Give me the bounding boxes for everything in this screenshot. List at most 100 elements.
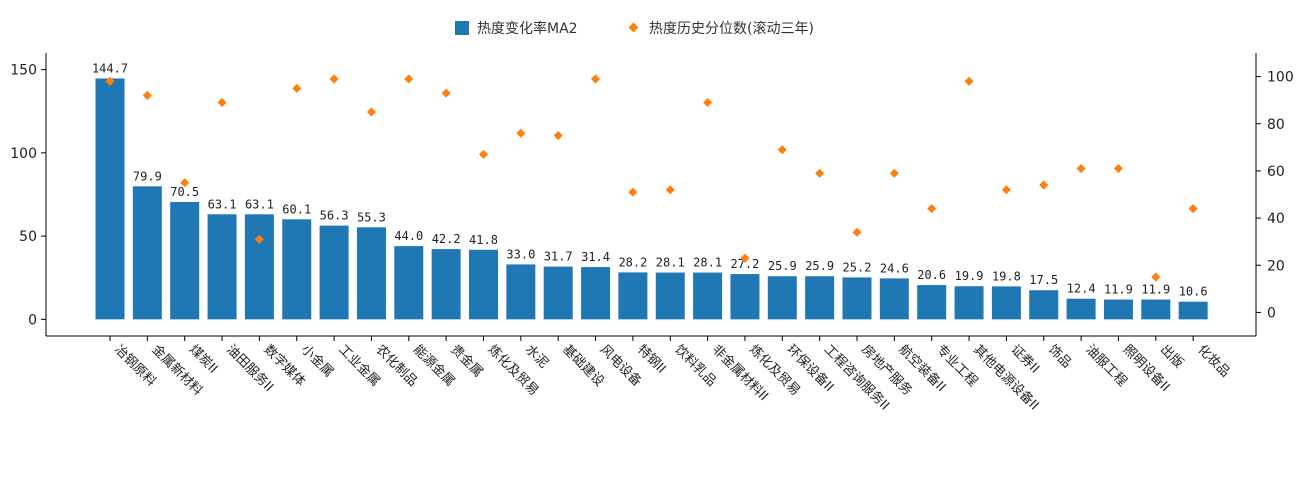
bar-value-label: 79.9 [133, 169, 162, 183]
category-label: 煤炭II [186, 342, 220, 376]
scatter-point [366, 107, 376, 117]
bar [543, 266, 573, 320]
bar [730, 274, 760, 320]
bar [655, 272, 685, 320]
category-label: 特钢II [634, 342, 668, 376]
scatter-point [927, 204, 937, 214]
legend-scatter-swatch [628, 22, 639, 33]
legend: 热度变化率MA2 热度历史分位数(滚动三年) [455, 20, 814, 37]
right-tick-label: 0 [1267, 305, 1276, 321]
bar [207, 214, 237, 320]
bar [95, 78, 125, 320]
bar-value-label: 28.1 [656, 256, 685, 270]
legend-bar-swatch [455, 21, 469, 35]
bar-value-label: 31.4 [581, 250, 610, 264]
right-tick-label: 100 [1267, 70, 1294, 86]
scatter-point [404, 74, 414, 84]
bar-value-label: 31.7 [544, 250, 573, 264]
bar [132, 186, 162, 320]
scatter-point [1039, 180, 1049, 190]
bar [917, 285, 947, 320]
bar [469, 249, 498, 320]
scatter-point [553, 131, 563, 141]
scatter-point [1001, 185, 1011, 195]
scatter-point [740, 253, 750, 263]
bar [1066, 298, 1096, 320]
bar [356, 227, 386, 320]
bar-value-label: 11.9 [1141, 283, 1170, 297]
bar-value-label: 17.5 [1029, 273, 1058, 287]
bar-value-label: 63.1 [208, 197, 237, 211]
bar [1178, 301, 1208, 320]
bar [282, 219, 312, 320]
category-label: 化妆品 [1194, 342, 1232, 380]
bar-value-label: 25.2 [843, 260, 872, 274]
bar-value-label: 19.9 [955, 269, 984, 283]
bar-value-label: 42.2 [432, 232, 461, 246]
scatter-point [254, 234, 264, 244]
category-label: 工程咨询服务II [821, 342, 893, 414]
bar-value-label: 144.7 [92, 61, 128, 75]
right-tick-label: 80 [1267, 117, 1285, 133]
scatter-point [516, 128, 526, 138]
value-labels-layer: 144.7 79.9 70.5 63.1 63.1 60.1 56.3 55.3 44.0 42.… [92, 61, 1208, 298]
category-label: 证券II [1008, 342, 1043, 377]
bar [1141, 299, 1171, 320]
bar [991, 286, 1021, 320]
scatter-point [180, 178, 190, 188]
bar-value-label: 56.3 [320, 209, 349, 223]
left-tick-label: 100 [10, 146, 37, 162]
left-tick-label: 50 [19, 229, 37, 245]
right-tick-label: 40 [1267, 211, 1285, 227]
bar-value-label: 10.6 [1179, 285, 1208, 299]
bars-layer [95, 78, 1208, 320]
scatter-point [852, 227, 862, 237]
bar-value-label: 70.5 [170, 185, 199, 199]
scatter-point [815, 168, 825, 178]
scatter-point [1188, 204, 1198, 214]
bar [618, 272, 648, 320]
scatter-point [1076, 164, 1086, 174]
bar [693, 272, 723, 320]
bar [319, 225, 349, 320]
bar [842, 277, 872, 320]
bar-value-label: 19.8 [992, 269, 1021, 283]
bar [506, 264, 536, 320]
scatter-point [591, 74, 601, 84]
bar [394, 246, 424, 320]
category-label: 饰品 [1045, 342, 1074, 371]
left-tick-label: 0 [28, 312, 37, 328]
scatter-point [441, 88, 451, 98]
bar [244, 214, 274, 320]
bar [431, 249, 461, 320]
scatter-point [142, 90, 152, 100]
scatter-point [964, 76, 974, 86]
bar [1103, 299, 1133, 320]
right-tick-label: 60 [1267, 164, 1285, 180]
scatter-point [665, 185, 675, 195]
scatter-point [628, 187, 638, 197]
legend-scatter-label: 热度历史分位数(滚动三年) [649, 20, 814, 37]
bar [170, 201, 200, 320]
bar-value-label: 27.2 [730, 257, 759, 271]
category-label: 其他电源设备II [970, 342, 1042, 414]
bar-value-label: 28.2 [618, 255, 647, 269]
axes: 0 50 100 150 0 20 40 60 80 100 [10, 53, 1294, 341]
bar-value-label: 28.1 [693, 256, 722, 270]
scatter-point [217, 97, 227, 108]
bar-value-label: 33.0 [506, 247, 535, 261]
right-tick-label: 20 [1267, 258, 1285, 274]
bar-value-label: 60.1 [282, 202, 311, 216]
category-label: 出版 [1157, 342, 1186, 371]
bar-value-label: 20.6 [917, 268, 946, 282]
bar-value-label: 41.8 [469, 233, 498, 247]
scatter-point [478, 149, 489, 159]
scatter-point [329, 74, 339, 84]
bar-value-label: 24.6 [880, 261, 909, 275]
scatter-point [889, 168, 899, 178]
bar [805, 276, 835, 320]
bar-value-label: 25.9 [768, 259, 797, 273]
scatter-point [1151, 272, 1161, 282]
scatter-point [777, 145, 787, 155]
